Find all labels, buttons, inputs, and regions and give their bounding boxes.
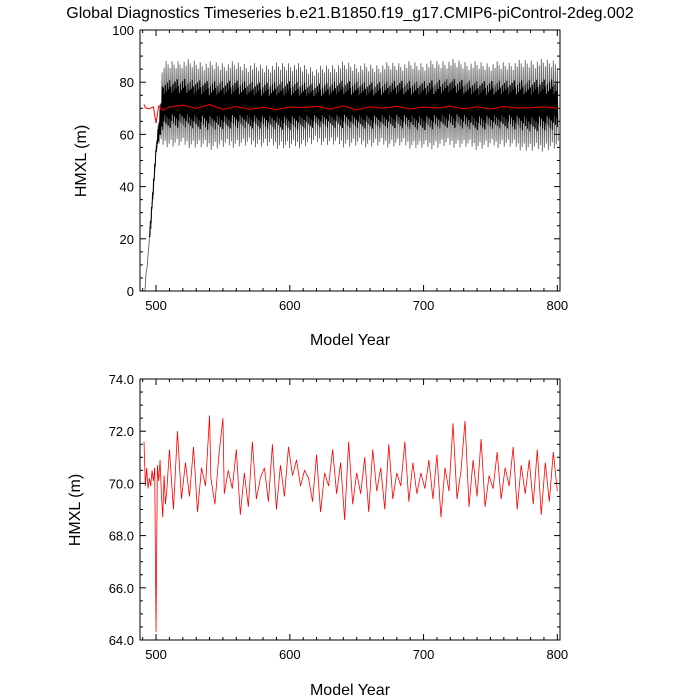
top-y-tick-label: 0 — [127, 284, 134, 299]
bottom-y-tick-label: 68.0 — [109, 529, 134, 544]
bottom-x-tick-label: 800 — [546, 647, 568, 662]
top-y-axis-label: HMXL (m) — [73, 125, 90, 197]
top-y-tick-label: 60 — [120, 127, 134, 142]
top-y-tick-label: 100 — [112, 23, 134, 38]
bottom-y-axis-label: HMXL (m) — [67, 474, 84, 546]
chart-title: Global Diagnostics Timeseries b.e21.B185… — [66, 5, 634, 22]
bottom-y-tick-label: 72.0 — [109, 424, 134, 439]
top-y-tick-label: 40 — [120, 180, 134, 195]
bottom-x-axis-label: Model Year — [310, 682, 391, 699]
bottom-y-tick-label: 70.0 — [109, 476, 134, 491]
bottom-x-tick-label: 600 — [279, 647, 301, 662]
bottom-annual-mean-line — [143, 415, 558, 633]
top-axes: 500 600 700 800 0 20 40 60 80 100 — [112, 23, 568, 313]
top-x-tick-label: 700 — [413, 298, 435, 313]
top-y-tick-label: 80 — [120, 75, 134, 90]
top-plot-data — [143, 58, 559, 292]
bottom-y-tick-label: 64.0 — [109, 633, 134, 648]
top-x-tick-label: 500 — [145, 298, 167, 313]
bottom-panel: 500 600 700 800 64.0 66.0 68.0 70.0 72.0 74.0 Mod… — [67, 372, 568, 699]
bottom-plot-frame — [139, 378, 561, 641]
top-y-tick-label: 20 — [120, 232, 134, 247]
bottom-x-tick-label: 700 — [413, 647, 435, 662]
top-panel: 500 600 700 800 0 20 40 60 80 100 Model Year HMXL… — [73, 23, 568, 349]
bottom-plot-data — [143, 415, 558, 633]
bottom-y-tick-label: 74.0 — [109, 372, 134, 387]
top-monthly-core-line — [148, 78, 559, 237]
bottom-x-tick-label: 500 — [145, 647, 167, 662]
top-x-tick-label: 800 — [546, 298, 568, 313]
bottom-axes: 500 600 700 800 64.0 66.0 68.0 70.0 72.0 74.0 — [109, 372, 568, 662]
top-x-tick-label: 600 — [279, 298, 301, 313]
top-annual-mean-line — [143, 104, 558, 124]
bottom-y-tick-label: 66.0 — [109, 581, 134, 596]
top-x-axis-label: Model Year — [310, 332, 391, 349]
top-monthly-envelope-line — [144, 58, 559, 292]
